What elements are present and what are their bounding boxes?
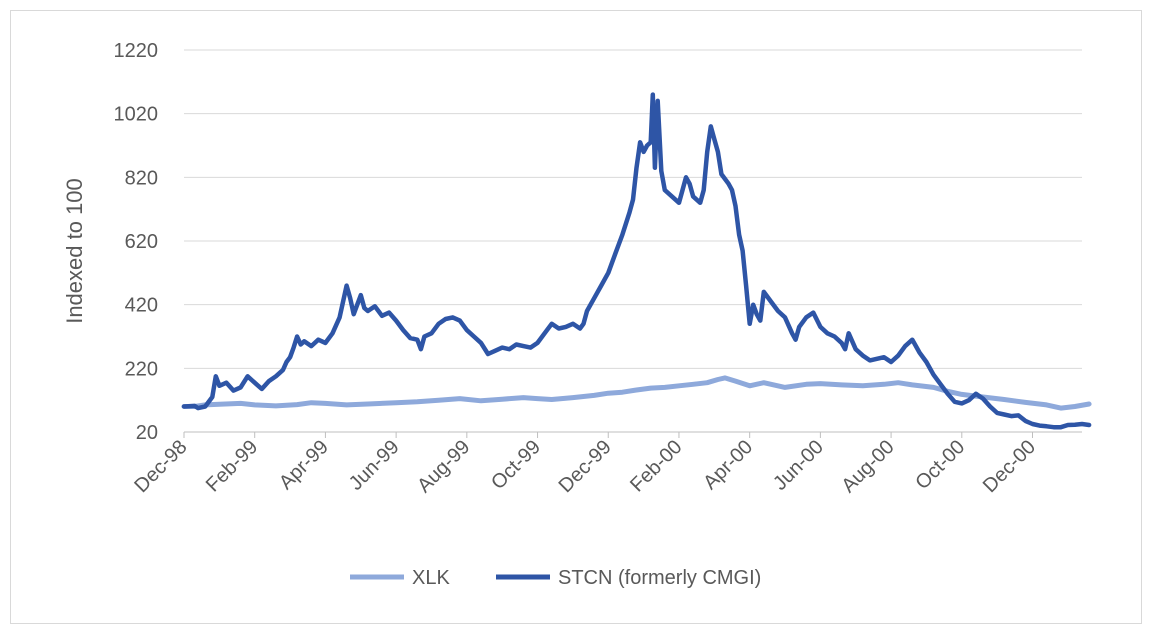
y-tick-label: 20	[136, 422, 158, 444]
x-tick-label: Apr-99	[275, 436, 333, 494]
y-tick-label: 620	[125, 231, 158, 253]
series-lines	[181, 92, 1092, 430]
x-tick-label: Aug-99	[413, 436, 474, 497]
x-tick-label: Dec-98	[130, 436, 191, 497]
x-tick-label: Dec-99	[555, 436, 616, 497]
legend: XLK STCN (formerly CMGI)	[350, 567, 761, 589]
x-tick-label: Feb-00	[626, 436, 686, 496]
y-tick-label: 1020	[114, 104, 159, 126]
series-line-stcn	[181, 92, 1092, 430]
x-tick-label: Jun-99	[345, 436, 404, 495]
y-tick-label: 820	[125, 167, 158, 189]
legend-label-stcn: STCN (formerly CMGI)	[558, 567, 761, 589]
x-tick-label: Jun-00	[769, 436, 828, 495]
y-tick-label: 220	[125, 358, 158, 380]
legend-label-xlk: XLK	[412, 567, 450, 589]
x-tick-label: Oct-99	[487, 436, 545, 494]
x-tick-label: Feb-99	[202, 436, 262, 496]
gridlines	[184, 49, 1082, 369]
series-line-xlk	[181, 375, 1092, 411]
x-tick-label: Dec-00	[979, 436, 1040, 497]
y-tick-label: 420	[125, 295, 158, 317]
y-tick-label: 1220	[114, 40, 159, 62]
x-tick-label: Oct-00	[911, 436, 969, 494]
y-axis-label: Indexed to 100	[62, 178, 87, 324]
y-axis-ticks: 20 220 420 620 820 1020 1220	[114, 40, 159, 444]
chart-frame	[10, 10, 1142, 624]
x-tick-label: Aug-00	[837, 436, 898, 497]
x-axis-ticks: Dec-98 Feb-99 Apr-99 Jun-99 Aug-99 Oct-99 Dec-…	[130, 432, 1040, 497]
x-tick-label: Apr-00	[699, 436, 757, 494]
